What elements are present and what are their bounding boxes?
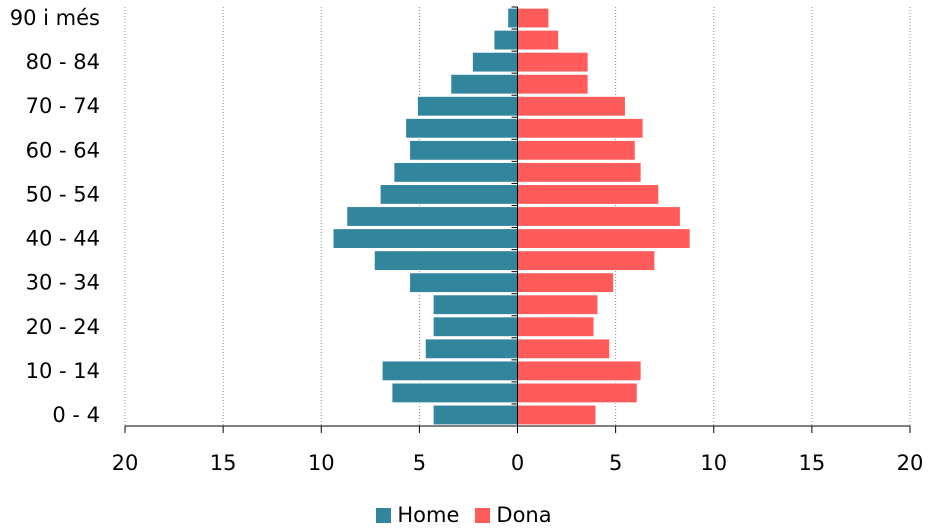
bar-home — [416, 95, 519, 117]
bar-dona — [517, 272, 615, 294]
bar-dona — [517, 250, 656, 272]
x-tick-label: 15 — [799, 451, 826, 475]
bar-dona — [517, 206, 681, 227]
legend-swatch-dona — [475, 507, 491, 523]
axes: 20 15 10 5 0 5 10 15 20 0 - 4 10 - 14 20 - 24 30 - 3… — [10, 6, 924, 475]
bar-dona — [517, 7, 550, 29]
bar-dona — [517, 338, 611, 360]
bar-home — [381, 360, 518, 382]
x-tick-label: 5 — [413, 451, 426, 475]
bars — [332, 7, 691, 426]
y-category-label: 90 i més — [10, 6, 100, 30]
y-category-label: 70 - 74 — [26, 94, 100, 118]
bar-dona — [517, 360, 642, 382]
bar-home — [493, 29, 519, 51]
bar-home — [409, 139, 518, 161]
x-tick-label: 5 — [609, 451, 622, 475]
bar-home — [432, 294, 518, 316]
bar-dona — [517, 382, 638, 404]
bar-dona — [517, 51, 589, 73]
y-category-label: 50 - 54 — [26, 182, 100, 206]
legend-item-dona: Dona — [475, 503, 552, 527]
legend-label-dona: Dona — [496, 503, 552, 527]
bar-dona — [517, 228, 691, 249]
y-category-label: 60 - 64 — [26, 138, 100, 162]
bar-home — [391, 382, 518, 404]
bar-dona — [517, 316, 595, 338]
bar-home — [471, 51, 518, 73]
bar-dona — [517, 294, 599, 316]
legend-item-home: Home — [376, 503, 459, 527]
bar-home — [405, 117, 519, 139]
bar-home — [379, 184, 518, 205]
bar-home — [450, 73, 518, 95]
bar-dona — [517, 139, 636, 161]
bar-home — [332, 228, 518, 249]
bar-home — [409, 272, 518, 294]
bar-dona — [517, 95, 626, 117]
bar-home — [346, 206, 519, 227]
bar-home — [393, 161, 518, 183]
bar-home — [424, 338, 519, 360]
bar-dona — [517, 117, 644, 139]
x-tick-label: 20 — [897, 451, 924, 475]
x-tick-label: 10 — [308, 451, 335, 475]
gridlines — [124, 7, 911, 426]
y-category-label: 0 - 4 — [52, 403, 100, 427]
y-category-label: 20 - 24 — [26, 315, 100, 339]
x-tick-label: 20 — [112, 451, 139, 475]
y-category-label: 80 - 84 — [26, 50, 100, 74]
bar-dona — [517, 73, 589, 95]
bar-dona — [517, 29, 560, 51]
x-tick-label: 0 — [511, 451, 524, 475]
bar-home — [432, 404, 518, 426]
bar-home — [373, 250, 518, 272]
bar-dona — [517, 161, 642, 183]
x-tick-label: 15 — [210, 451, 237, 475]
legend-swatch-home — [376, 507, 392, 523]
y-category-label: 40 - 44 — [26, 227, 100, 251]
bar-home — [432, 316, 518, 338]
bar-home — [507, 7, 518, 29]
x-tick-label: 10 — [700, 451, 727, 475]
y-category-label: 30 - 34 — [26, 271, 100, 295]
bar-dona — [517, 184, 660, 205]
legend: Home Dona — [0, 500, 928, 530]
y-category-label: 10 - 14 — [26, 359, 100, 383]
bar-dona — [517, 404, 597, 426]
legend-label-home: Home — [397, 503, 460, 527]
